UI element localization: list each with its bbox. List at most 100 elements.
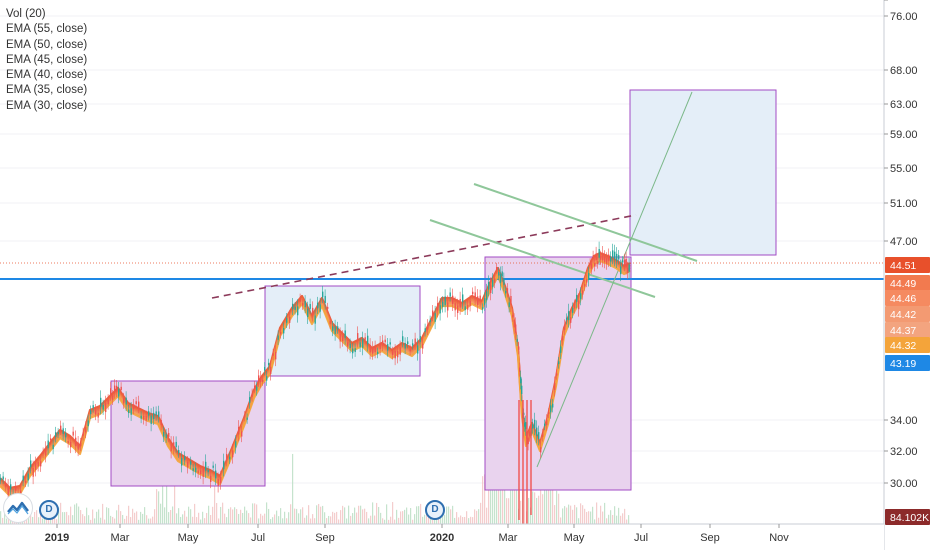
volume-bar [102, 503, 104, 524]
volume-bar [78, 506, 80, 524]
volume-bar [198, 512, 200, 524]
candle-body [160, 419, 162, 425]
legend-item-ema-50[interactable]: EMA (50, close) [6, 38, 88, 51]
volume-bar [108, 508, 110, 524]
candle-body [532, 424, 534, 429]
legend-item-ema-35[interactable]: EMA (35, close) [6, 84, 88, 97]
candle-body [540, 447, 542, 453]
candle-body [140, 415, 142, 419]
price-badge-label: 44.49 [890, 278, 916, 290]
candle-body [482, 307, 484, 310]
candle-body [424, 328, 426, 332]
volume-bar [336, 511, 338, 524]
volume-bar [232, 509, 234, 524]
candle-body [123, 398, 125, 404]
candle-body [625, 258, 627, 268]
candle-body [442, 301, 444, 307]
volume-bar [388, 519, 390, 524]
price-badge-bg [885, 275, 930, 291]
legend-item-vol[interactable]: Vol (20) [6, 8, 46, 20]
volume-bar [242, 512, 244, 524]
volume-bar [482, 476, 484, 524]
candle-body [417, 345, 419, 354]
volume-bar [290, 504, 292, 524]
candle-body [82, 432, 84, 436]
candle-body [484, 298, 486, 305]
projection-line [536, 91, 693, 468]
volume-bar [70, 506, 72, 524]
candle-body [299, 298, 301, 302]
volume-bar [380, 512, 382, 524]
candle-body [488, 282, 490, 290]
candle-body [37, 461, 39, 467]
candle-body [207, 470, 209, 473]
candle-body [419, 335, 421, 342]
volume-bar [194, 503, 196, 524]
volume-bar [128, 505, 130, 524]
dividend-badge-2019[interactable]: D [39, 500, 59, 520]
candle-body [130, 408, 132, 415]
candle-body [595, 253, 597, 261]
candle-body [289, 316, 291, 323]
candle-body [10, 484, 12, 490]
legend-item-ema-40[interactable]: EMA (40, close) [6, 69, 88, 82]
dashed-trendline [211, 214, 637, 299]
candle-body [312, 307, 314, 315]
volume-bar [188, 506, 190, 524]
volume-bar [382, 518, 384, 524]
candle-body [116, 385, 118, 392]
candle-body [200, 470, 202, 475]
legend-item-ema-30[interactable]: EMA (30, close) [6, 99, 88, 112]
volume-bar [252, 503, 254, 524]
volume-bar [406, 507, 408, 524]
volume-bar [280, 508, 282, 524]
volume-bar [366, 511, 368, 524]
volume-bar [606, 518, 608, 524]
volume-bar [186, 516, 188, 524]
price-badge-label: 44.32 [890, 340, 916, 352]
candle-body [560, 346, 562, 353]
channel-line-upper [473, 183, 698, 262]
volume-bar [568, 504, 570, 524]
volume-bar [118, 504, 120, 524]
volume-bar [330, 516, 332, 524]
volume-bar [106, 507, 108, 524]
volume-bar [84, 516, 86, 524]
volume-bar [250, 517, 252, 524]
candle-body [275, 351, 277, 360]
legend-item-ema-55[interactable]: EMA (55, close) [6, 23, 88, 36]
volume-bar [592, 506, 594, 524]
volume-bar [202, 511, 204, 524]
volume-bar [580, 503, 582, 524]
candle-body [444, 296, 446, 306]
volume-bar [408, 514, 410, 524]
candle-body [602, 252, 604, 261]
price-badge-label: 44.42 [890, 309, 916, 321]
legend-item-ema-45[interactable]: EMA (45, close) [6, 53, 88, 66]
volume-bar [438, 516, 440, 524]
time-tick-label: Nov [769, 532, 789, 544]
price-tick-label: 63.00 [890, 99, 918, 111]
candle-body [462, 294, 464, 303]
volume-bar [628, 515, 630, 524]
dividend-badge-2020[interactable]: D [425, 500, 445, 520]
candle-body [597, 261, 599, 265]
volume-bar [112, 516, 114, 524]
volume-bar [540, 474, 542, 524]
volume-bar [570, 505, 572, 524]
candle-body [591, 263, 593, 269]
volume-bar [322, 505, 324, 524]
candle-body [143, 415, 145, 420]
candle-body [5, 482, 7, 487]
volume-bar [452, 505, 454, 524]
tradingview-logo-icon[interactable] [3, 493, 33, 523]
candle-body [112, 395, 114, 400]
candle-body [586, 279, 588, 283]
volume-bar [604, 502, 606, 524]
volume-bar [100, 517, 102, 524]
volume-bar [178, 508, 180, 524]
candle-body [548, 411, 550, 415]
volume-bar [384, 519, 386, 524]
